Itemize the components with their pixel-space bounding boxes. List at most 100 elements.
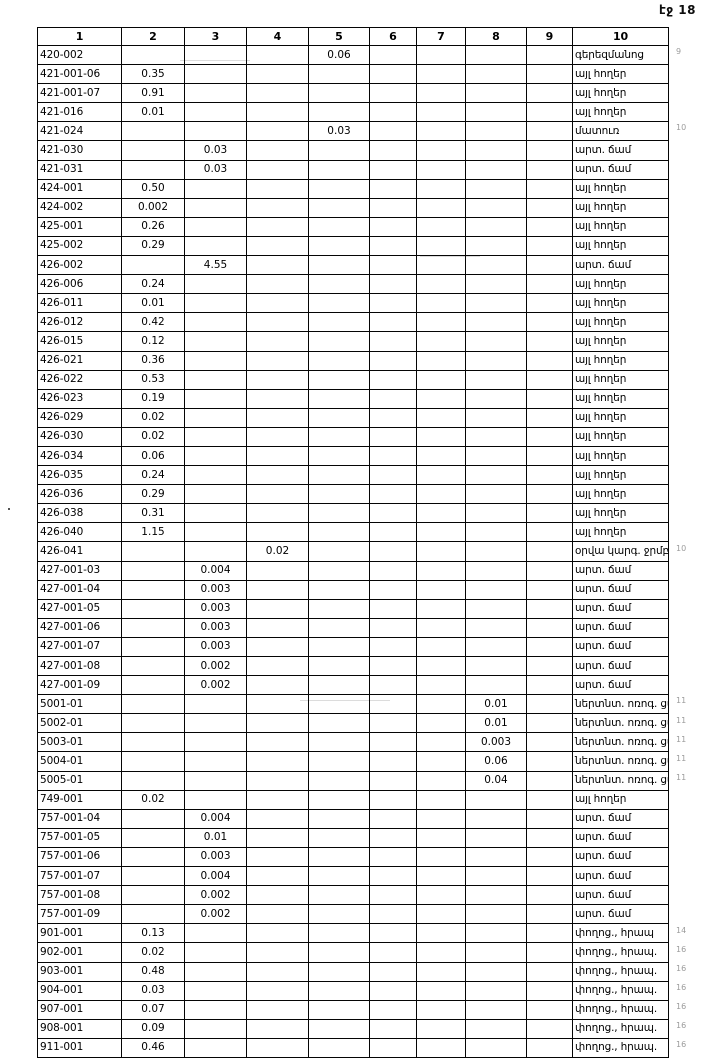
cell-value-col-7 bbox=[416, 961, 466, 982]
table-row: 426-041 0.02 օրվա կարգ. ջրմբ. bbox=[37, 541, 669, 562]
cell-value-col-8 bbox=[465, 64, 527, 85]
cell-value-col-7 bbox=[416, 388, 466, 409]
cell-value-col-8 bbox=[465, 426, 527, 447]
table-row: 427-001-04 0.003 արտ. ճամ bbox=[37, 579, 669, 600]
cell-value-col-7 bbox=[416, 312, 466, 333]
cell-parcel-code: 5001-01 bbox=[37, 694, 122, 715]
column-header-8: 8 bbox=[465, 27, 527, 46]
cell-value-col-3: 0.002 bbox=[184, 675, 247, 696]
table-row: 424-002 0.002 այլ հողեր bbox=[37, 197, 669, 218]
table-row: 757-001-05 0.01 արտ. ճամ bbox=[37, 827, 669, 848]
cell-value-col-8 bbox=[465, 1037, 527, 1058]
cell-value-col-6 bbox=[369, 484, 417, 505]
cell-value-col-2 bbox=[121, 579, 185, 600]
cell-value-col-2 bbox=[121, 255, 185, 276]
cell-value-col-5 bbox=[308, 140, 370, 161]
cell-parcel-code: 427-001-09 bbox=[37, 675, 122, 696]
table-row: 421-031 0.03 արտ. ճամ bbox=[37, 159, 669, 180]
cell-value-col-6 bbox=[369, 388, 417, 409]
cell-value-col-3 bbox=[184, 350, 247, 371]
cell-value-col-3 bbox=[184, 426, 247, 447]
cell-value-col-2 bbox=[121, 541, 185, 562]
margin-mark: 11 bbox=[676, 696, 687, 706]
cell-value-col-2: 0.03 bbox=[121, 980, 185, 1001]
cell-value-col-5 bbox=[308, 732, 370, 753]
cell-parcel-code: 5002-01 bbox=[37, 713, 122, 734]
cell-value-col-5 bbox=[308, 980, 370, 1001]
cell-value-col-8 bbox=[465, 121, 527, 142]
cell-value-col-5 bbox=[308, 102, 370, 123]
cell-value-col-6 bbox=[369, 904, 417, 925]
cell-value-col-4 bbox=[246, 274, 309, 295]
cell-value-col-6 bbox=[369, 121, 417, 142]
table-row: 421-030 0.03 արտ. ճամ bbox=[37, 140, 669, 161]
cell-parcel-code: 420-002 bbox=[37, 44, 122, 66]
cell-value-col-2 bbox=[121, 808, 185, 829]
margin-mark: 16 bbox=[676, 944, 687, 954]
cell-parcel-code: 426-021 bbox=[37, 350, 122, 371]
cell-land-use-description: փողոց., հրապ. bbox=[572, 1018, 669, 1039]
cell-land-use-description: արտ. ճամ bbox=[572, 598, 669, 619]
table-row: 907-001 0.07 փողոց., հրապ. bbox=[37, 999, 669, 1020]
cell-value-col-3 bbox=[184, 713, 247, 734]
cell-value-col-4 bbox=[246, 522, 309, 543]
cell-land-use-description: այլ հողեր bbox=[572, 312, 669, 333]
cell-parcel-code: 427-001-03 bbox=[37, 560, 122, 581]
cell-land-use-description: արտ. ճամ bbox=[572, 675, 669, 696]
header-row: 1 2 3 4 5 6 7 8 9 10 bbox=[37, 27, 669, 46]
cell-value-col-2: 0.07 bbox=[121, 999, 185, 1020]
table-row: 757-001-09 0.002 արտ. ճամ bbox=[37, 904, 669, 925]
table-row: 427-001-05 0.003 արտ. ճամ bbox=[37, 598, 669, 619]
cell-value-col-8 bbox=[465, 255, 527, 276]
cell-value-col-2: 0.91 bbox=[121, 83, 185, 104]
cell-value-col-9 bbox=[526, 235, 573, 257]
cell-parcel-code: 908-001 bbox=[37, 1018, 122, 1039]
cell-value-col-3 bbox=[184, 312, 247, 333]
cell-value-col-3: 0.01 bbox=[184, 827, 247, 848]
scan-artifact-dot bbox=[8, 508, 10, 510]
cell-value-col-9 bbox=[526, 140, 573, 161]
cell-value-col-5 bbox=[308, 178, 370, 199]
cell-value-col-5 bbox=[308, 255, 370, 276]
cell-value-col-8 bbox=[465, 999, 527, 1020]
cell-value-col-6 bbox=[369, 178, 417, 199]
cell-value-col-9 bbox=[526, 407, 573, 428]
cell-value-col-2 bbox=[121, 655, 185, 677]
cell-value-col-7 bbox=[416, 999, 466, 1020]
cell-land-use-description: այլ հողեր bbox=[572, 235, 669, 257]
cell-value-col-9 bbox=[526, 465, 573, 486]
cell-value-col-3 bbox=[184, 923, 247, 944]
cell-value-col-2: 0.46 bbox=[121, 1037, 185, 1058]
cell-value-col-5 bbox=[308, 999, 370, 1020]
cell-value-col-4 bbox=[246, 465, 309, 486]
cell-value-col-7 bbox=[416, 808, 466, 829]
cell-value-col-4 bbox=[246, 675, 309, 696]
cell-value-col-9 bbox=[526, 522, 573, 543]
cell-value-col-9 bbox=[526, 579, 573, 600]
table-row: 421-001-07 0.91 այլ հողեր bbox=[37, 83, 669, 104]
cell-value-col-7 bbox=[416, 445, 466, 467]
cell-value-col-6 bbox=[369, 636, 417, 658]
cell-value-col-6 bbox=[369, 961, 417, 982]
cell-parcel-code: 426-012 bbox=[37, 312, 122, 333]
cell-parcel-code: 901-001 bbox=[37, 923, 122, 944]
cell-value-col-9 bbox=[526, 961, 573, 982]
cell-value-col-4 bbox=[246, 407, 309, 428]
table-row: 757-001-08 0.002 արտ. ճամ bbox=[37, 885, 669, 906]
cell-value-col-4 bbox=[246, 732, 309, 753]
cell-value-col-6 bbox=[369, 675, 417, 696]
cell-value-col-7 bbox=[416, 465, 466, 486]
cell-value-col-3 bbox=[184, 1018, 247, 1039]
table-row: 426-002 4.55 արտ. ճամ bbox=[37, 255, 669, 276]
cell-value-col-9 bbox=[526, 866, 573, 887]
cell-value-col-5: 0.03 bbox=[308, 121, 370, 142]
table-row: 421-024 0.03 մատուռ bbox=[37, 121, 669, 142]
cell-value-col-3 bbox=[184, 216, 247, 237]
table-row: 426-011 0.01 այլ հողեր bbox=[37, 293, 669, 314]
table-row: 427-001-09 0.002 արտ. ճամ bbox=[37, 675, 669, 696]
cell-land-use-description: այլ հողեր bbox=[572, 350, 669, 371]
table-row: 5004-01 0.06 ներտնտ. ոռոգ. ցանց bbox=[37, 751, 669, 772]
cell-parcel-code: 902-001 bbox=[37, 942, 122, 963]
cell-value-col-4: 0.02 bbox=[246, 541, 309, 562]
cell-value-col-7 bbox=[416, 1037, 466, 1058]
